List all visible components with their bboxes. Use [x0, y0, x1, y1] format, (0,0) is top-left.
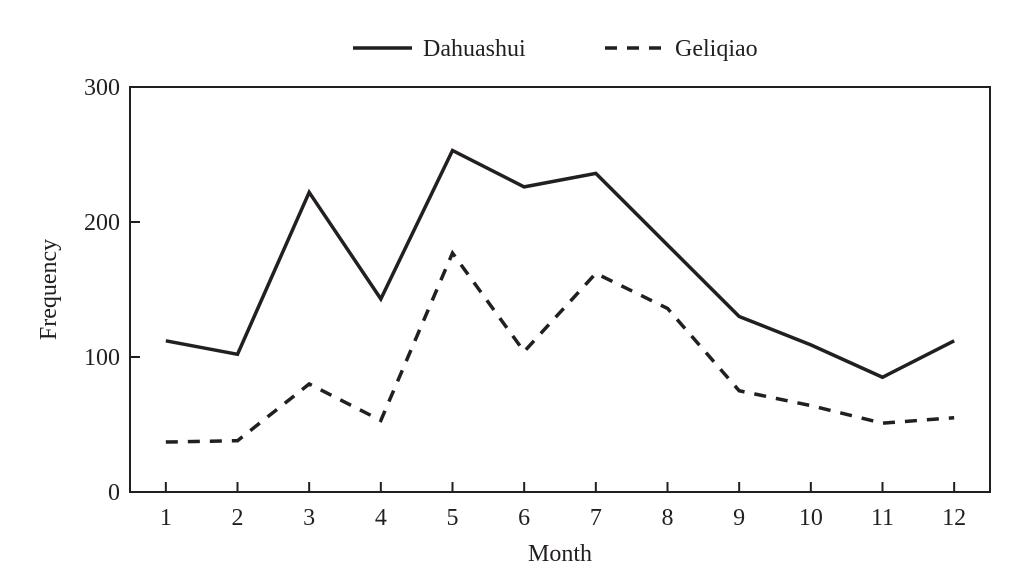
legend-label: Dahuashui	[423, 36, 526, 62]
y-tick-label: 200	[84, 210, 120, 236]
x-tick-label: 2	[232, 505, 244, 531]
y-axis-label: Frequency	[36, 239, 62, 340]
x-tick-label: 3	[303, 505, 315, 531]
x-tick-label: 5	[447, 505, 459, 531]
x-tick-label: 6	[518, 505, 530, 531]
x-tick-label: 7	[590, 505, 602, 531]
x-axis: 1 2 3 4 5 6 7 8 9 10 11 12	[160, 482, 966, 531]
x-tick-label: 4	[375, 505, 387, 531]
x-tick-label: 8	[662, 505, 674, 531]
y-tick-label: 300	[84, 75, 120, 101]
series-line-dahuashui	[165, 148, 955, 380]
legend-item-dahuashui: Dahuashui	[353, 36, 526, 62]
x-axis-label: Month	[528, 541, 592, 567]
series-layer	[165, 148, 955, 444]
y-tick-label: 0	[108, 480, 120, 506]
x-tick-label: 1	[160, 505, 172, 531]
x-tick-label: 11	[871, 505, 894, 531]
legend-item-geliqiao: Geliqiao	[605, 36, 758, 62]
y-tick-label: 100	[84, 345, 120, 371]
series-line-geliqiao	[165, 249, 955, 444]
y-axis: 0 100 200 300	[84, 75, 140, 506]
legend: Dahuashui Geliqiao	[353, 36, 758, 62]
x-tick-label: 10	[799, 505, 823, 531]
legend-label: Geliqiao	[675, 36, 758, 62]
x-tick-label: 9	[733, 505, 745, 531]
x-tick-label: 12	[942, 505, 966, 531]
plot-frame	[129, 86, 991, 493]
